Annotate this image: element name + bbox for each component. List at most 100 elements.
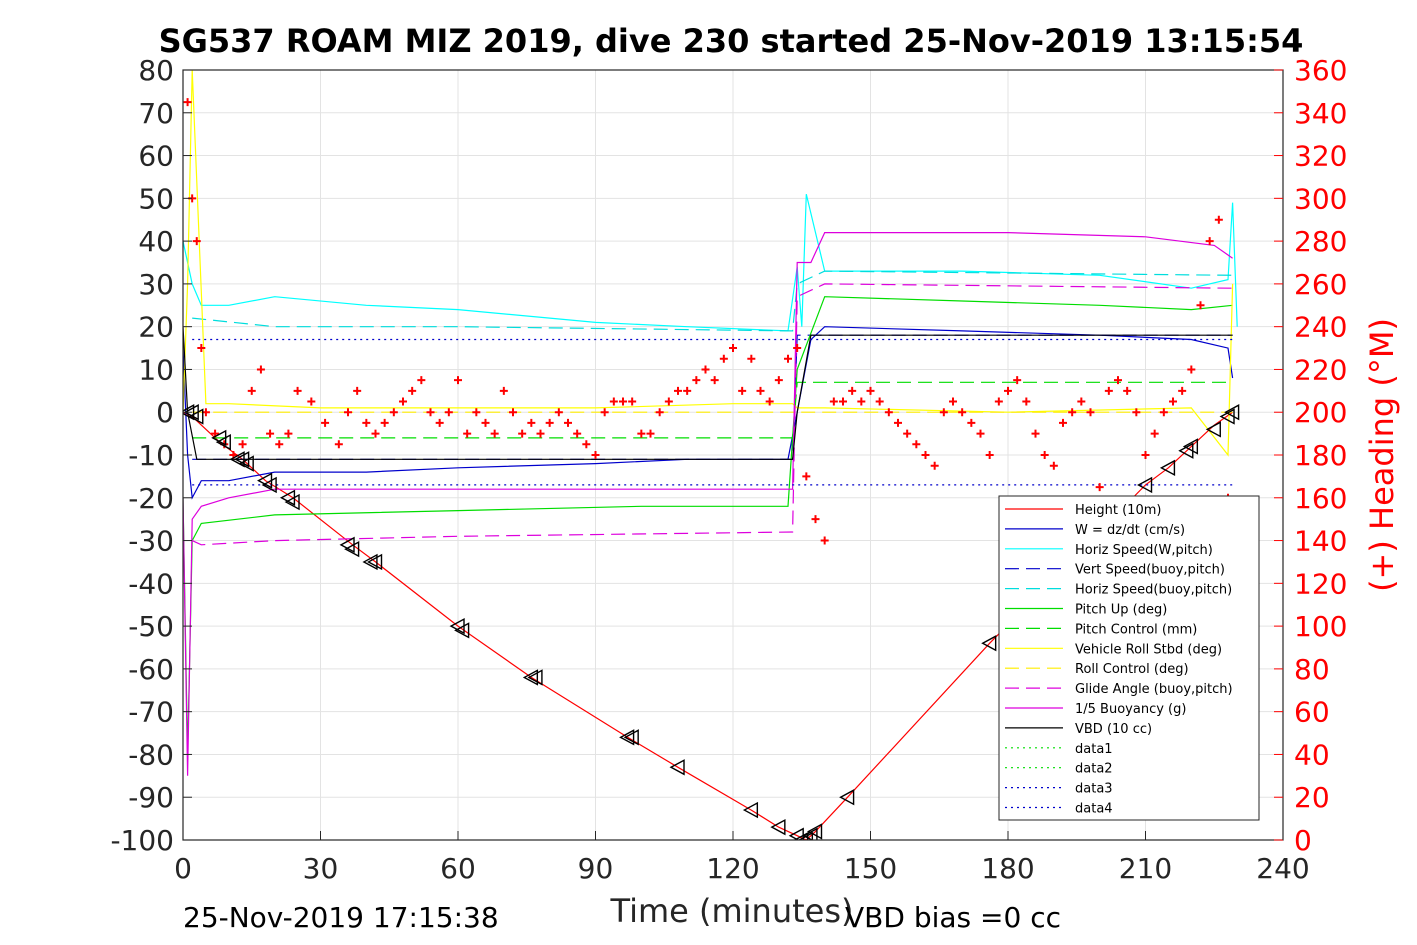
heading-point xyxy=(321,418,330,427)
dive-marker xyxy=(669,759,685,776)
legend-label: Glide Angle (buoy,pitch) xyxy=(1075,682,1233,697)
right-tick-label: 60 xyxy=(1294,696,1330,729)
heading-point xyxy=(197,344,206,353)
dive-marker xyxy=(344,540,360,558)
left-tick-label: -80 xyxy=(128,738,174,771)
heading-point xyxy=(183,98,192,107)
heading-point xyxy=(527,418,536,427)
heading-point xyxy=(573,429,582,438)
bottom-tick-label: 90 xyxy=(578,852,614,885)
bottom-tick-label: 180 xyxy=(981,852,1034,885)
left-tick-label: -40 xyxy=(128,567,174,600)
heading-point xyxy=(591,451,600,459)
dive-profile-markers xyxy=(183,404,1240,840)
left-tick-label: -30 xyxy=(128,525,174,558)
dive-marker xyxy=(1159,459,1176,477)
heading-point xyxy=(1049,461,1058,470)
heading-point xyxy=(509,408,517,417)
heading-point xyxy=(371,429,380,438)
heading-point xyxy=(1141,451,1150,459)
left-tick-label: -70 xyxy=(128,696,174,729)
heading-point xyxy=(256,365,265,374)
heading-point xyxy=(839,397,847,406)
right-tick-label: 340 xyxy=(1294,97,1347,130)
dive-marker xyxy=(367,553,383,571)
heading-point xyxy=(490,429,499,438)
dive-marker xyxy=(362,553,378,571)
heading-point xyxy=(564,418,572,427)
legend-label: Pitch Up (deg) xyxy=(1075,603,1167,618)
bottom-tick-label: 210 xyxy=(1119,852,1172,885)
right-tick-label: 240 xyxy=(1294,311,1347,344)
left-tick-label: 10 xyxy=(138,353,174,386)
heading-point xyxy=(793,344,802,353)
series-line-2 xyxy=(183,193,1238,332)
dive-marker xyxy=(215,433,231,451)
bottom-tick-label: 240 xyxy=(1256,852,1309,885)
dive-marker xyxy=(1224,404,1240,421)
heading-point xyxy=(710,376,719,385)
heading-point xyxy=(1104,386,1113,395)
heading-point xyxy=(729,344,737,353)
heading-point xyxy=(435,418,444,427)
legend-label: Horiz Speed(W,pitch) xyxy=(1075,543,1213,558)
dive-marker xyxy=(229,451,245,468)
heading-point xyxy=(192,237,201,246)
heading-point xyxy=(426,408,435,417)
left-axis-ticks: 80 70 60 50 40 30 20 10 0 -10 -20 -30 -40 -50 -60 -70 -8… xyxy=(110,54,192,857)
series-line-10 xyxy=(183,232,1233,776)
legend-label: W = dz/dt (cm/s) xyxy=(1075,523,1185,538)
heading-point xyxy=(719,354,728,363)
heading-point xyxy=(600,408,609,417)
heading-point xyxy=(334,440,343,449)
heading-point xyxy=(747,354,756,363)
dive-marker xyxy=(1182,438,1199,455)
left-tick-label: -60 xyxy=(128,653,174,686)
heading-point xyxy=(518,429,527,438)
dive-marker xyxy=(1137,476,1153,494)
heading-point xyxy=(967,418,976,427)
heading-point xyxy=(472,408,481,417)
left-tick-label: -10 xyxy=(128,439,174,472)
heading-point xyxy=(820,536,829,545)
dive-marker xyxy=(527,669,543,686)
heading-point xyxy=(664,397,673,406)
heading-point xyxy=(857,397,866,406)
heading-point xyxy=(683,386,692,395)
heading-point xyxy=(444,408,453,417)
heading-point xyxy=(875,397,884,406)
heading-point xyxy=(701,365,710,374)
left-tick-label: -100 xyxy=(110,824,174,857)
right-tick-label: 40 xyxy=(1294,738,1330,771)
heading-point xyxy=(293,386,302,395)
footer-timestamp: 25-Nov-2019 17:15:38 xyxy=(183,901,499,934)
heading-point xyxy=(866,386,875,395)
right-tick-label: 80 xyxy=(1294,653,1330,686)
legend-label: Vert Speed(buoy,pitch) xyxy=(1075,563,1225,578)
heading-point xyxy=(499,386,508,395)
dive-marker xyxy=(742,801,759,819)
heading-point xyxy=(362,418,371,427)
heading-point xyxy=(399,397,407,406)
heading-point xyxy=(536,429,545,438)
right-tick-label: 360 xyxy=(1294,54,1347,87)
heading-point xyxy=(1095,483,1104,492)
heading-point xyxy=(389,408,398,417)
left-tick-label: -20 xyxy=(128,482,174,515)
legend-box xyxy=(998,495,1260,821)
heading-point xyxy=(949,397,957,406)
heading-point xyxy=(646,429,655,438)
heading-point xyxy=(774,376,783,385)
dive-marker xyxy=(770,818,786,836)
heading-markers xyxy=(183,98,1232,545)
dive-marker xyxy=(839,789,855,806)
left-tick-label: 20 xyxy=(138,311,174,344)
right-tick-label: 200 xyxy=(1294,396,1347,429)
heading-point xyxy=(266,429,275,438)
heading-point xyxy=(692,376,701,385)
heading-point xyxy=(1004,386,1012,395)
legend-items: Height (10m) W = dz/dt (cm/s) Horiz Speed(… xyxy=(1005,503,1233,817)
heading-point xyxy=(1022,397,1031,406)
heading-point xyxy=(1178,386,1187,395)
